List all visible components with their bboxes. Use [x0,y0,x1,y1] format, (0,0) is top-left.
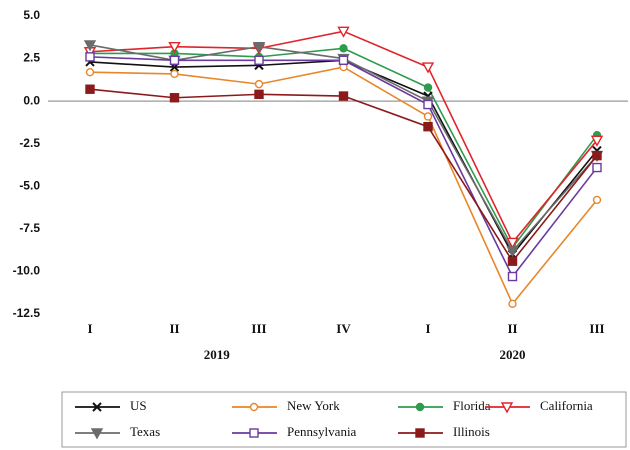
x-tick-label: II [169,321,179,336]
y-tick-label: 0.0 [23,93,40,107]
x-tick-label: III [589,321,604,336]
marker [592,162,602,173]
x-group-label: 2019 [204,347,231,362]
y-tick-label: -10.0 [13,264,41,278]
marker [592,195,602,205]
marker [508,299,517,308]
series-line [89,66,598,306]
x-tick-label: III [251,321,266,336]
x-group-label: 2020 [500,347,526,362]
marker [254,79,264,89]
marker [500,402,514,414]
marker [254,55,264,65]
marker [249,402,259,412]
marker [92,402,102,412]
marker [85,52,95,62]
marker [423,83,433,92]
marker [337,26,350,38]
marker [592,150,602,161]
marker [85,84,95,94]
marker [83,40,97,52]
y-tick-label: -2.5 [19,136,40,150]
marker [168,41,181,54]
marker [507,256,518,266]
marker [90,428,104,440]
legend-label: Illinois [453,424,490,439]
y-tick-label: 2.5 [23,51,40,65]
legend-label: Pennsylvania [287,424,357,439]
marker [339,44,348,53]
legend-label: US [130,398,147,413]
series-line [90,47,598,250]
marker [506,246,519,258]
marker [169,93,180,103]
marker [252,41,266,54]
y-tick-label: -12.5 [13,306,41,320]
y-tick-label: 5.0 [23,8,40,22]
marker [338,91,349,101]
legend-label: New York [287,398,340,413]
legend-label: Florida [453,398,491,413]
legend-label: California [540,398,593,413]
y-tick-label: -7.5 [19,221,40,235]
marker [249,428,259,438]
y-tick-label: -5.0 [19,178,40,192]
marker [423,112,433,121]
marker [338,55,349,65]
marker [254,89,264,100]
marker [423,99,433,110]
marker [423,121,433,132]
marker [507,271,518,282]
marker [590,135,604,147]
series-line [89,44,598,253]
marker [169,55,180,65]
legend-label: Texas [130,424,160,439]
marker [415,402,425,412]
series-line [89,59,598,256]
x-tick-label: I [87,321,92,336]
x-tick-label: IV [336,321,351,336]
marker [506,237,519,249]
x-tick-label: I [425,321,430,336]
marker [85,67,95,77]
marker [421,62,435,74]
legend-box [61,391,627,448]
x-tick-label: II [507,321,517,336]
marker [415,428,425,438]
marker [170,69,179,79]
